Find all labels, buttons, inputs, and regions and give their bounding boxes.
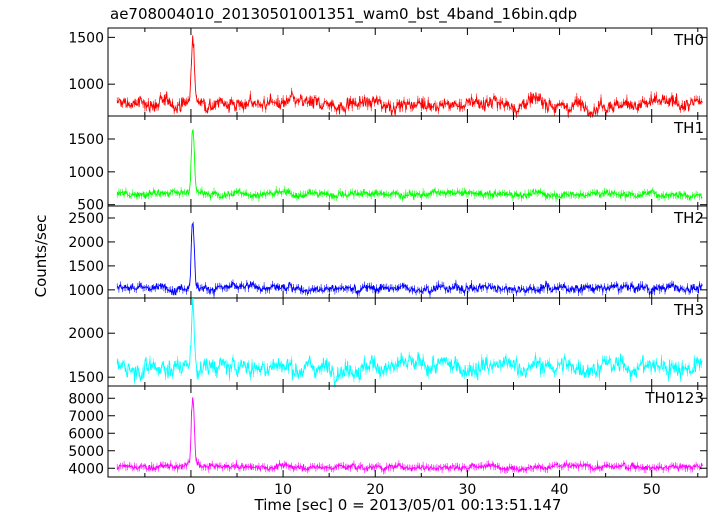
x-tick-label: 20	[366, 482, 384, 498]
series-errorbars-th3	[116, 305, 702, 389]
y-tick-label: 7000	[68, 409, 104, 425]
series-errorbars-th0	[116, 41, 702, 119]
series-line-th2	[116, 222, 703, 296]
x-tick-label: 30	[458, 482, 476, 498]
y-tick-label: 1500	[68, 259, 104, 275]
y-tick-label: 4000	[68, 461, 104, 477]
y-tick-label: 500	[77, 198, 104, 214]
y-tick-label: 2500	[68, 211, 104, 227]
y-tick-label: 2000	[68, 235, 104, 251]
y-tick-label: 1000	[68, 283, 104, 299]
x-tick-label: 40	[551, 482, 569, 498]
series-errorbars-th1	[116, 129, 702, 203]
panel-label-th0123: TH0123	[644, 389, 704, 407]
y-tick-label: 1500	[68, 132, 104, 148]
x-tick-label: 50	[643, 482, 661, 498]
y-tick-label: 1000	[68, 77, 104, 93]
chart-title: ae708004010_20130501001351_wam0_bst_4ban…	[110, 5, 577, 24]
series-line-th1	[116, 129, 703, 201]
y-axis-label: Counts/sec	[32, 215, 50, 298]
series-errorbars-th2	[116, 221, 702, 299]
y-tick-label: 5000	[68, 444, 104, 460]
y-tick-label: 1500	[68, 370, 104, 386]
panel-label-th2: TH2	[673, 209, 704, 227]
panel-label-th1: TH1	[673, 119, 704, 137]
y-tick-label: 1000	[68, 165, 104, 181]
series-errorbars-th0123	[116, 399, 702, 475]
y-tick-label: 6000	[68, 426, 104, 442]
y-tick-label: 8000	[68, 391, 104, 407]
series-line-th3	[116, 297, 703, 387]
y-tick-label: 2000	[68, 326, 104, 342]
x-tick-label: 10	[274, 482, 292, 498]
x-tick-label: 0	[186, 482, 195, 498]
y-tick-label: 1500	[68, 30, 104, 46]
panel-label-th3: TH3	[673, 301, 704, 319]
series-line-th0	[116, 35, 703, 116]
x-axis-label: Time [sec] 0 = 2013/05/01 00:13:51.147	[254, 496, 562, 514]
panel-label-th0: TH0	[673, 31, 704, 49]
panel-frame-th0123	[107, 385, 708, 478]
series-line-th0123	[116, 397, 703, 473]
